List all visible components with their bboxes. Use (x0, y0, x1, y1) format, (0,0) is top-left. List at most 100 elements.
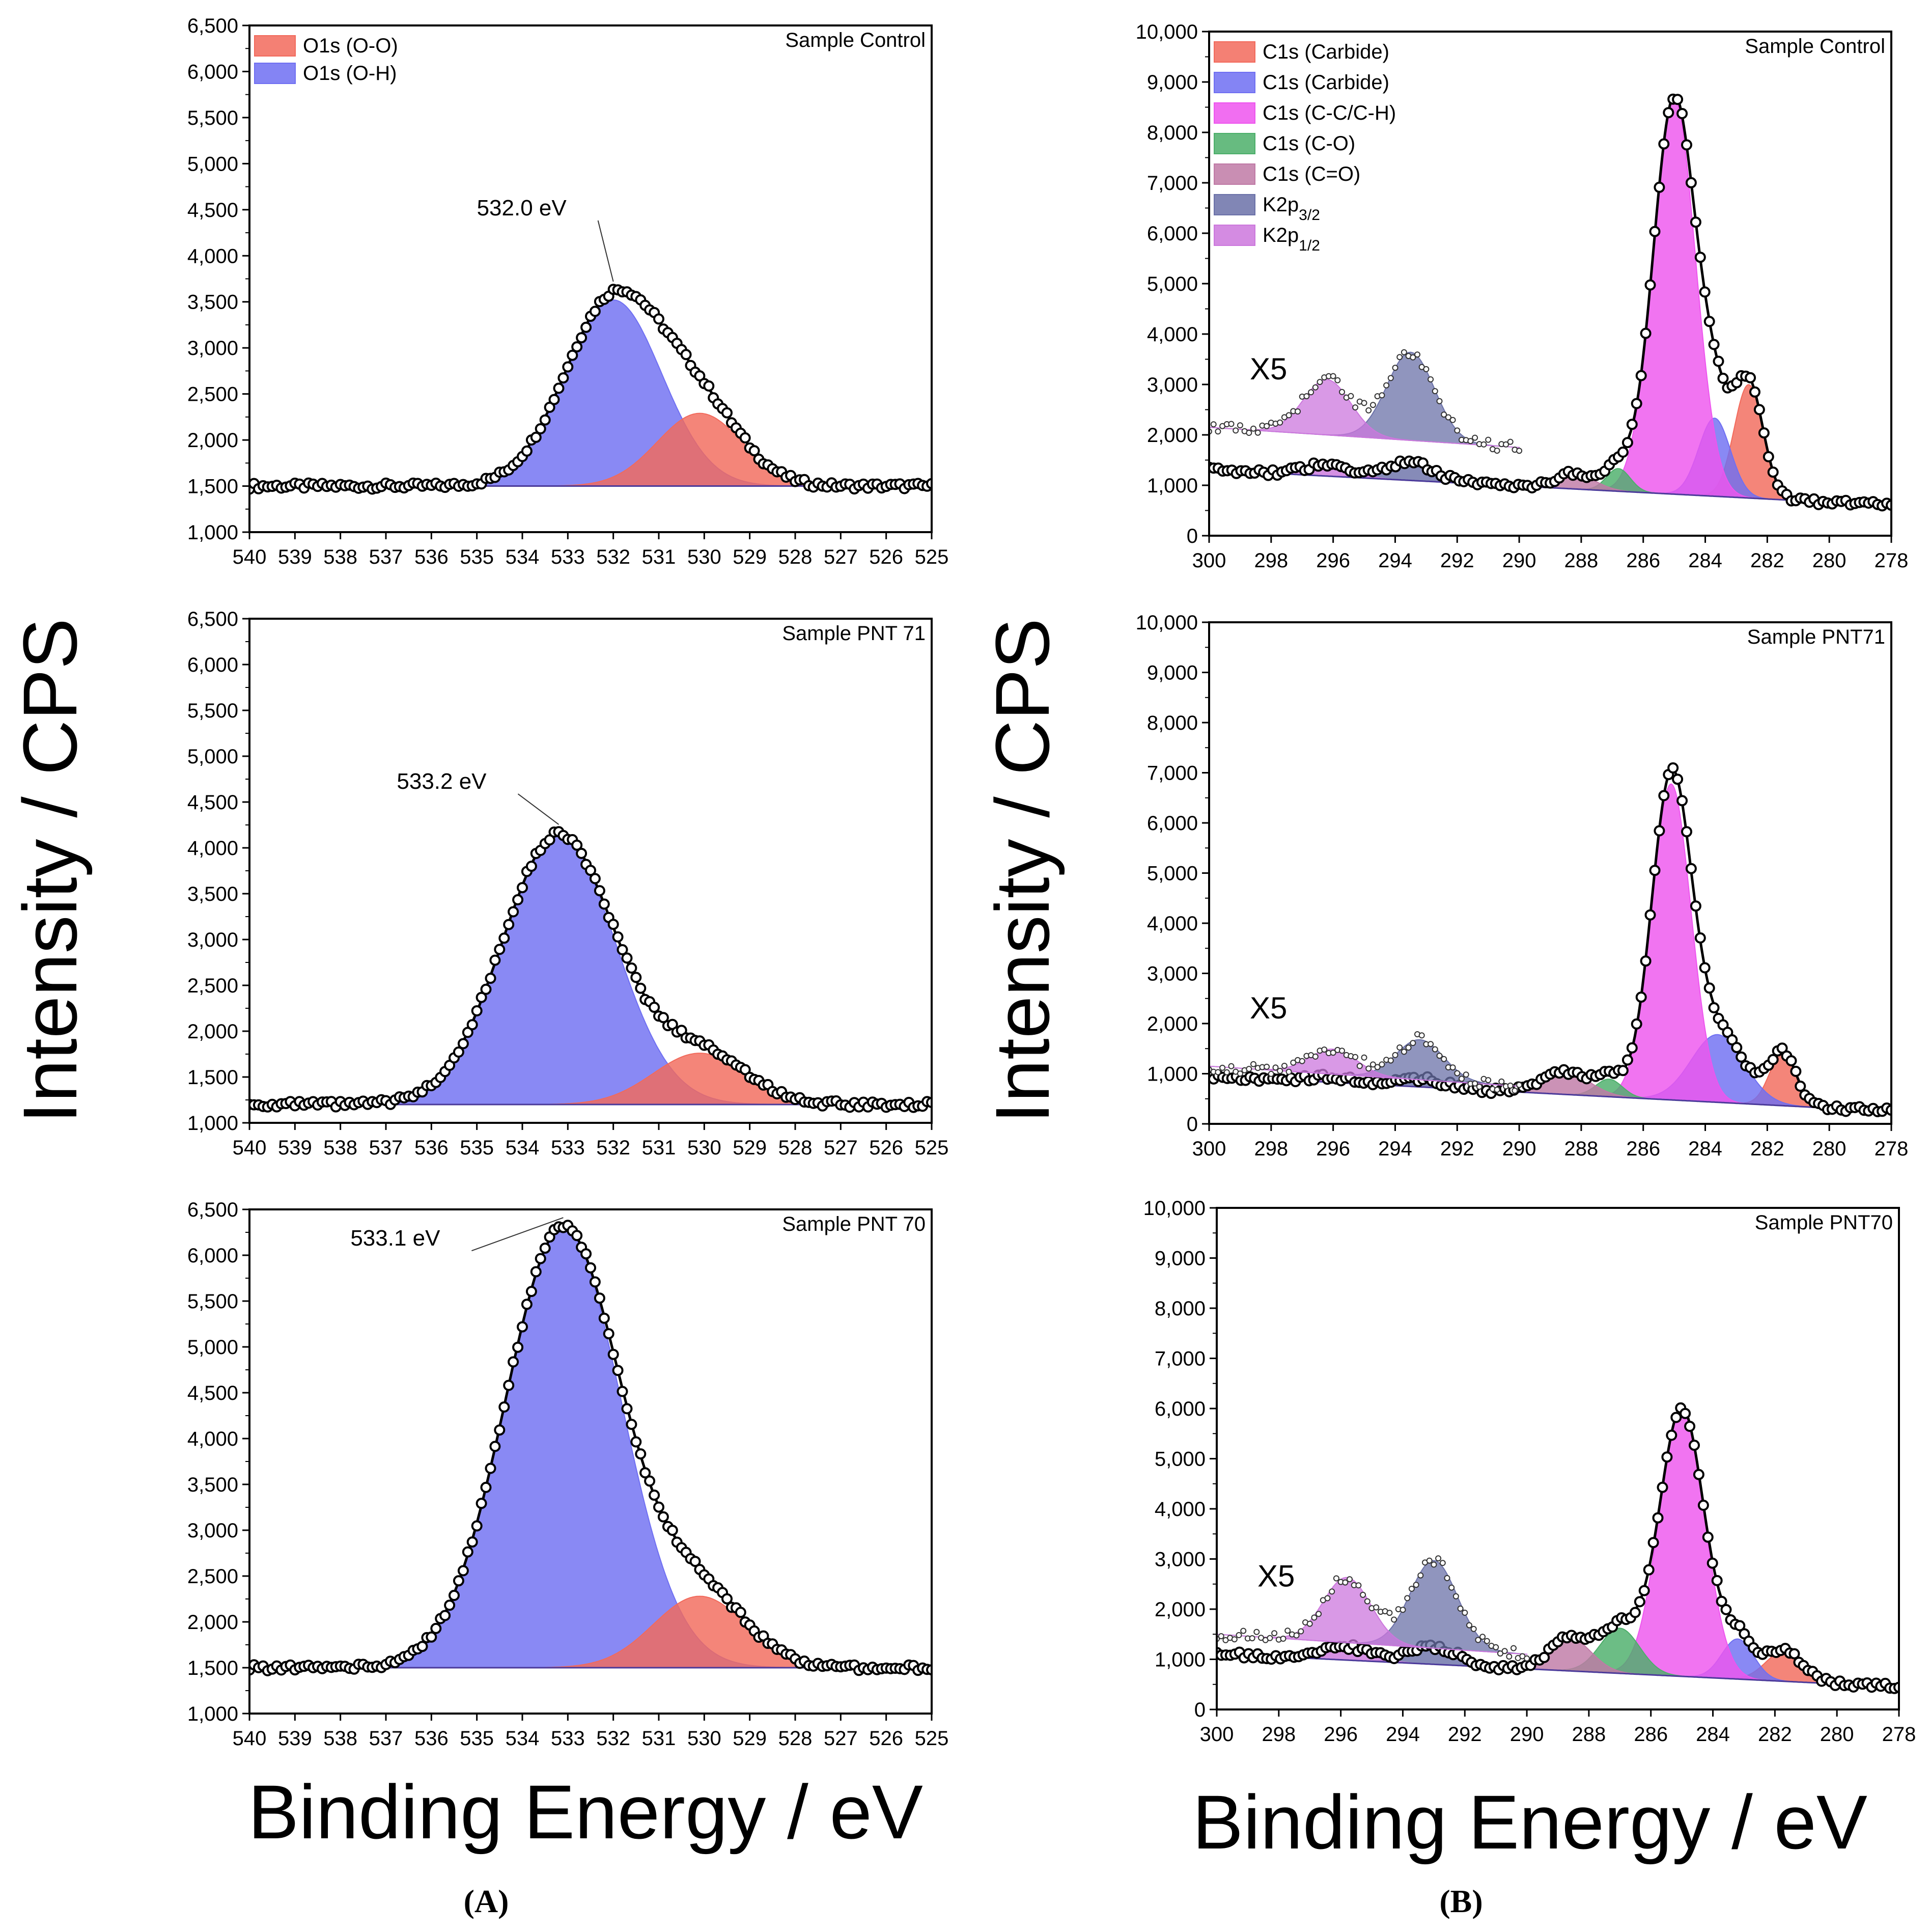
inset-data-point (1459, 1075, 1465, 1082)
inset-data-point (1330, 1050, 1336, 1056)
inset-data-point (1463, 1071, 1469, 1078)
data-point (1626, 1042, 1638, 1054)
inset-data-point (1418, 1032, 1425, 1039)
y-tick-label: 6,000 (187, 61, 238, 83)
data-point (539, 414, 551, 426)
inset-data-point (1284, 1627, 1291, 1634)
data-point (666, 1525, 678, 1536)
inset-data-point (1231, 1636, 1238, 1643)
chart-b2: X5 0 1,000 2,000 3,000 4,000 5,000 6,000 7,000 8,… (1136, 612, 1909, 1160)
inset-data-point (1324, 1595, 1331, 1602)
data-point (1795, 1081, 1806, 1092)
fit-envelope-line (1209, 94, 1891, 507)
data-point (612, 931, 624, 943)
y-tick-label: 3,500 (187, 291, 238, 314)
data-point (1763, 451, 1774, 462)
data-point (1652, 1512, 1664, 1524)
data-point (535, 423, 546, 434)
inset-data-point (1271, 1630, 1278, 1637)
data-point (739, 432, 751, 444)
y-tick-label: 5,000 (1147, 863, 1198, 885)
data-point (553, 382, 565, 394)
y-tick-label: 1,000 (187, 521, 238, 544)
data-point (1617, 446, 1629, 458)
inset-data-point (1497, 1650, 1503, 1657)
y-tick-label: 8,000 (1155, 1298, 1206, 1320)
inset-data-point (1401, 1048, 1407, 1055)
y-tick-label: 5,000 (187, 746, 238, 768)
inset-data-point (1268, 1070, 1274, 1077)
inset-data-point (1364, 1598, 1370, 1605)
x-tick-label: 525 (915, 546, 949, 568)
y-tick-label: 2,000 (187, 1611, 238, 1634)
data-point (1693, 1469, 1704, 1480)
data-point (1886, 1105, 1891, 1116)
data-point (1694, 252, 1706, 263)
inset-data-point (1404, 1595, 1411, 1602)
x-tick-label: 300 (1192, 1138, 1226, 1160)
data-point (1670, 1412, 1682, 1423)
x-tick-label: 526 (869, 1727, 903, 1750)
inset-data-point (1449, 417, 1456, 423)
data-point (1680, 1407, 1691, 1419)
y-tick-label: 9,000 (1155, 1248, 1206, 1270)
inset-data-point (1448, 1584, 1455, 1591)
data-point (475, 991, 487, 1003)
x-tick-label: 286 (1626, 1138, 1660, 1160)
y-tick-label: 5,000 (1155, 1448, 1206, 1471)
inset-data-point (1512, 1087, 1518, 1094)
inset-data-point (1303, 393, 1310, 400)
data-point (1663, 107, 1674, 119)
x-tick-label: 531 (642, 1727, 676, 1750)
inset-data-point (1361, 400, 1367, 406)
x-tick-label: 300 (1200, 1723, 1234, 1746)
y-tick-label: 1,000 (187, 1703, 238, 1725)
x-tick-label: 292 (1448, 1723, 1482, 1746)
inset-data-point (1405, 1044, 1412, 1051)
y-tick-label: 2,500 (187, 1565, 238, 1588)
plot-area (1217, 1402, 1899, 1694)
inset-data-point (1290, 1059, 1297, 1066)
x-tick-label: 294 (1378, 1138, 1412, 1160)
inset-data-point (1386, 1610, 1393, 1616)
data-point (598, 898, 610, 910)
data-point (1886, 500, 1891, 511)
data-point (926, 1097, 932, 1108)
data-point (1654, 181, 1665, 193)
inset-data-point (1298, 1628, 1304, 1635)
data-point (1661, 1451, 1673, 1463)
data-point (475, 1498, 487, 1509)
x-tick-label: 529 (733, 546, 767, 568)
data-point (1734, 1620, 1746, 1632)
inset-data-point (1476, 1084, 1483, 1090)
inset-data-point (1308, 389, 1314, 396)
data-point (457, 1565, 469, 1577)
data-point (1893, 1681, 1899, 1693)
y-tick-label: 2,000 (187, 1020, 238, 1043)
data-point (1644, 909, 1656, 921)
data-point (1621, 437, 1633, 449)
x-tick-label: 525 (915, 1137, 949, 1159)
data-point (494, 1424, 506, 1436)
inset-data-point (1299, 1058, 1305, 1064)
data-point (1676, 108, 1688, 119)
plot-area (249, 826, 932, 1113)
x-tick-label: 537 (369, 546, 403, 568)
inset-data-point (1435, 1555, 1442, 1562)
y-tick-label: 7,000 (1155, 1348, 1206, 1370)
inset-data-point (1516, 448, 1523, 454)
inset-data-point (1400, 1607, 1406, 1613)
data-point (1767, 1054, 1779, 1065)
inset-data-point (1219, 1064, 1226, 1071)
inset-data-point (1334, 377, 1341, 383)
inset-data-point (1330, 373, 1336, 379)
x-tick-label: 284 (1688, 1138, 1722, 1160)
inset-data-point (1462, 1610, 1468, 1616)
data-point (1731, 1042, 1743, 1054)
data-point (1640, 327, 1652, 339)
legend-label: C1s (Carbide) (1263, 41, 1389, 63)
data-point (576, 332, 588, 344)
inset-data-point (1246, 430, 1252, 436)
data-point (521, 445, 533, 457)
y-tick-label: 2,000 (1147, 424, 1198, 447)
